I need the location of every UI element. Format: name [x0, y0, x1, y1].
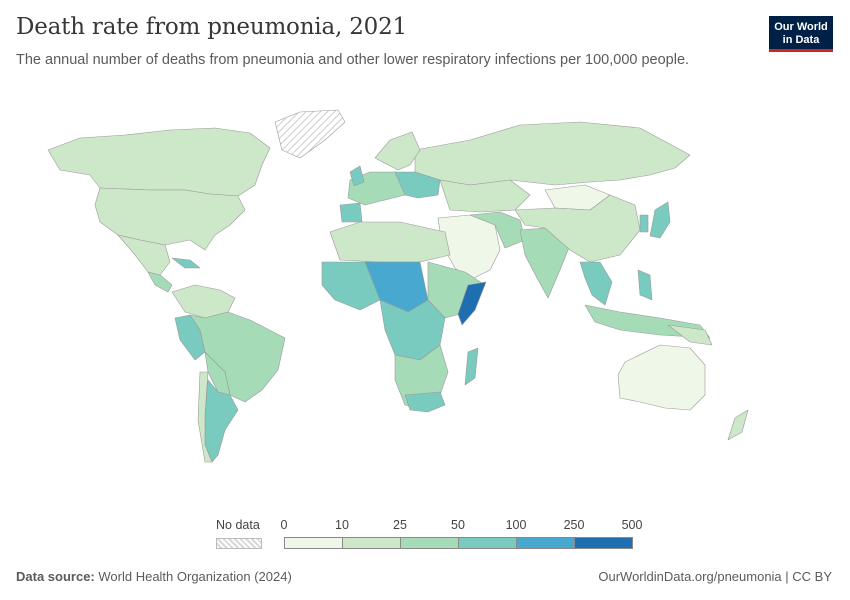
- region-japan[interactable]: [649, 201, 671, 239]
- region-caribbean[interactable]: [171, 257, 201, 269]
- region-mexico[interactable]: [117, 234, 171, 276]
- region-korea[interactable]: [639, 214, 649, 233]
- region-central-america[interactable]: [147, 271, 173, 293]
- legend-bin[interactable]: [342, 537, 401, 549]
- region-philippines[interactable]: [637, 269, 653, 301]
- region-russia[interactable]: [414, 121, 691, 186]
- region-china[interactable]: [514, 194, 641, 263]
- legend-tick-label: 10: [335, 518, 349, 532]
- region-canada-alaska[interactable]: [47, 127, 271, 197]
- color-legend: No data 0 10 25 50 100 250 500: [0, 515, 850, 555]
- owid-logo[interactable]: Our World in Data: [769, 16, 833, 52]
- credit-link[interactable]: OurWorldinData.org/pneumonia | CC BY: [598, 569, 832, 584]
- region-eastern-europe[interactable]: [394, 171, 441, 199]
- region-madagascar[interactable]: [464, 347, 479, 386]
- legend-tick-label: 25: [393, 518, 407, 532]
- region-usa[interactable]: [94, 187, 246, 251]
- no-data-label: No data: [216, 518, 260, 532]
- legend-bin[interactable]: [516, 537, 575, 549]
- region-scandinavia[interactable]: [374, 131, 421, 171]
- legend-bin[interactable]: [284, 537, 343, 549]
- region-australia[interactable]: [617, 344, 706, 411]
- legend-tick-label: 500: [621, 518, 643, 532]
- region-greenland[interactable]: [274, 109, 346, 159]
- region-northern-south-america[interactable]: [171, 284, 236, 319]
- region-new-guinea[interactable]: [667, 324, 713, 346]
- chart-subtitle: The annual number of deaths from pneumon…: [16, 52, 690, 68]
- region-iberia[interactable]: [339, 202, 363, 223]
- region-mainland-southeast-asia[interactable]: [579, 261, 613, 306]
- region-central-asia[interactable]: [439, 179, 531, 213]
- world-map: [47, 109, 749, 463]
- data-source-label: Data source:: [16, 569, 95, 584]
- logo-line-2: in Data: [782, 34, 820, 46]
- legend-bin[interactable]: [400, 537, 459, 549]
- logo-line-1: Our World: [774, 21, 828, 33]
- data-source: Data source: World Health Organization (…: [16, 569, 292, 584]
- no-data-swatch: [216, 538, 262, 549]
- chart-title: Death rate from pneumonia, 2021: [16, 14, 407, 40]
- region-new-zealand[interactable]: [727, 409, 749, 441]
- legend-tick-label: 50: [451, 518, 465, 532]
- region-south-africa[interactable]: [404, 391, 446, 413]
- legend-tick-label: 250: [563, 518, 585, 532]
- legend-bin[interactable]: [574, 537, 633, 549]
- legend-tick-label: 0: [280, 518, 288, 532]
- legend-bin[interactable]: [458, 537, 517, 549]
- region-somalia[interactable]: [457, 281, 487, 326]
- region-chile[interactable]: [197, 371, 213, 463]
- legend-tick-label: 100: [505, 518, 527, 532]
- region-north-africa[interactable]: [329, 221, 451, 263]
- data-source-value[interactable]: World Health Organization (2024): [98, 569, 292, 584]
- region-uk[interactable]: [349, 165, 365, 187]
